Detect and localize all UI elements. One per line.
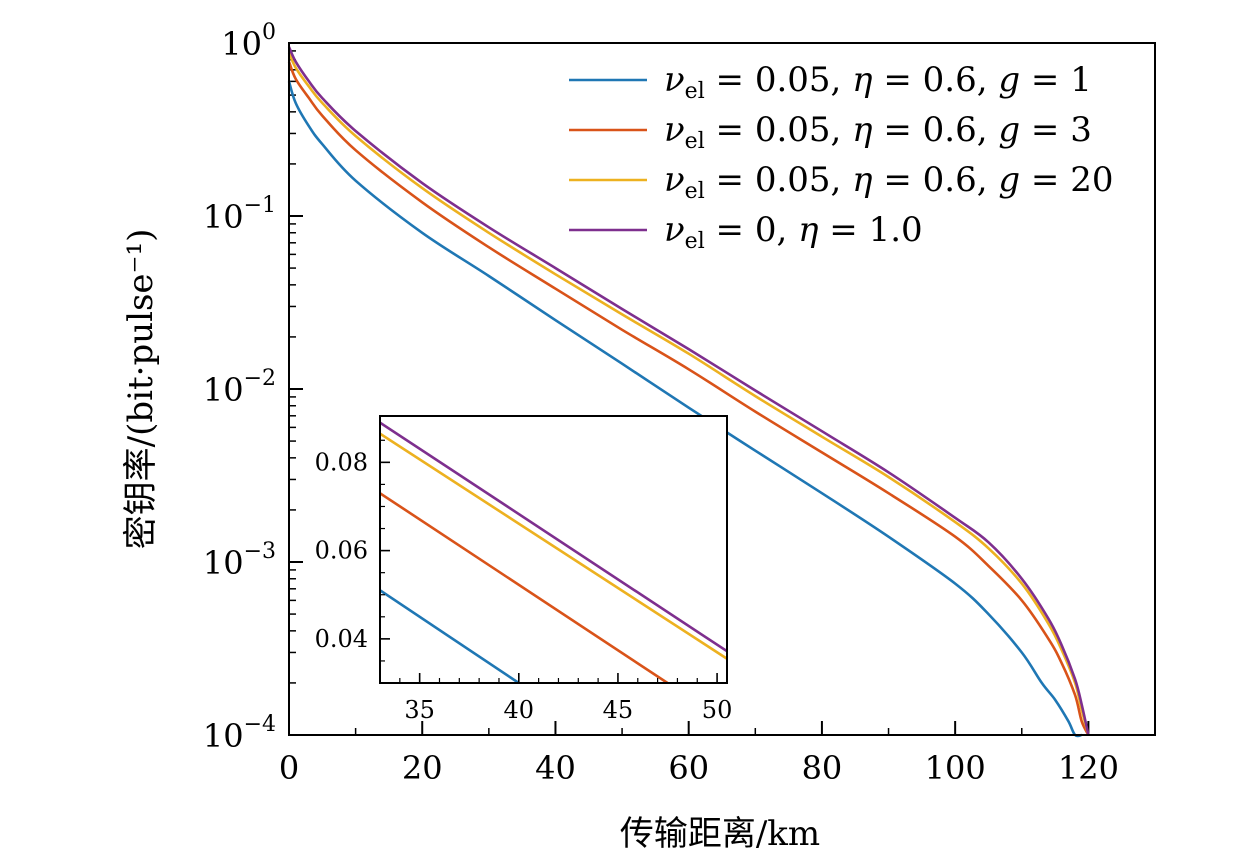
y-tick-label: 10−3 xyxy=(203,539,276,582)
inset-x-tick-label: 40 xyxy=(504,696,535,724)
x-tick-label: 40 xyxy=(535,749,576,787)
x-tick-label: 80 xyxy=(802,749,843,787)
y-tick-label: 10−2 xyxy=(203,366,276,409)
legend-label: νel = 0.05, η = 0.6, g = 1 xyxy=(664,60,1092,104)
inset-x-tick-label: 35 xyxy=(404,696,435,724)
inset-series-line-4 xyxy=(380,421,727,653)
main-plot-lines xyxy=(287,46,1090,738)
inset-plot: 35 40 45 50 0.04 0.06 0.08 xyxy=(315,415,733,724)
inset-series-line-3 xyxy=(380,432,727,660)
legend: νel = 0.05, η = 0.6, g = 1 νel = 0.05, η … xyxy=(569,60,1113,254)
inset-series-line-1 xyxy=(380,589,520,683)
series-line-4 xyxy=(287,46,1090,736)
x-axis-title: 传输距离/km xyxy=(620,814,820,854)
series-line-3 xyxy=(287,52,1090,736)
x-tick-label: 0 xyxy=(279,749,299,787)
legend-label: νel = 0, η = 1.0 xyxy=(664,210,923,254)
inset-series-line-2 xyxy=(380,492,669,683)
series-line-1 xyxy=(287,81,1082,738)
inset-y-tick-label: 0.06 xyxy=(315,537,368,565)
inset-x-tick-label: 45 xyxy=(603,696,634,724)
y-axis-title: 密钥率/(bit·pulse⁻¹) xyxy=(121,229,161,550)
inset-y-tick-label: 0.08 xyxy=(315,448,368,476)
legend-label: νel = 0.05, η = 0.6, g = 3 xyxy=(664,110,1092,154)
legend-label: νel = 0.05, η = 0.6, g = 20 xyxy=(664,160,1113,204)
plot-frame xyxy=(288,42,1156,736)
inset-frame xyxy=(379,415,728,684)
inset-lines xyxy=(380,421,727,683)
inset-y-tick-label: 0.04 xyxy=(315,625,368,653)
y-tick-label: 10−4 xyxy=(203,712,276,755)
series-line-2 xyxy=(287,61,1090,736)
x-tick-label: 60 xyxy=(668,749,709,787)
inset-x-tick-label: 50 xyxy=(702,696,733,724)
x-tick-label: 100 xyxy=(925,749,986,787)
x-tick-label: 20 xyxy=(402,749,443,787)
y-tick-label: 100 xyxy=(221,20,276,63)
x-tick-label: 120 xyxy=(1058,749,1119,787)
y-tick-label: 10−1 xyxy=(203,193,276,236)
